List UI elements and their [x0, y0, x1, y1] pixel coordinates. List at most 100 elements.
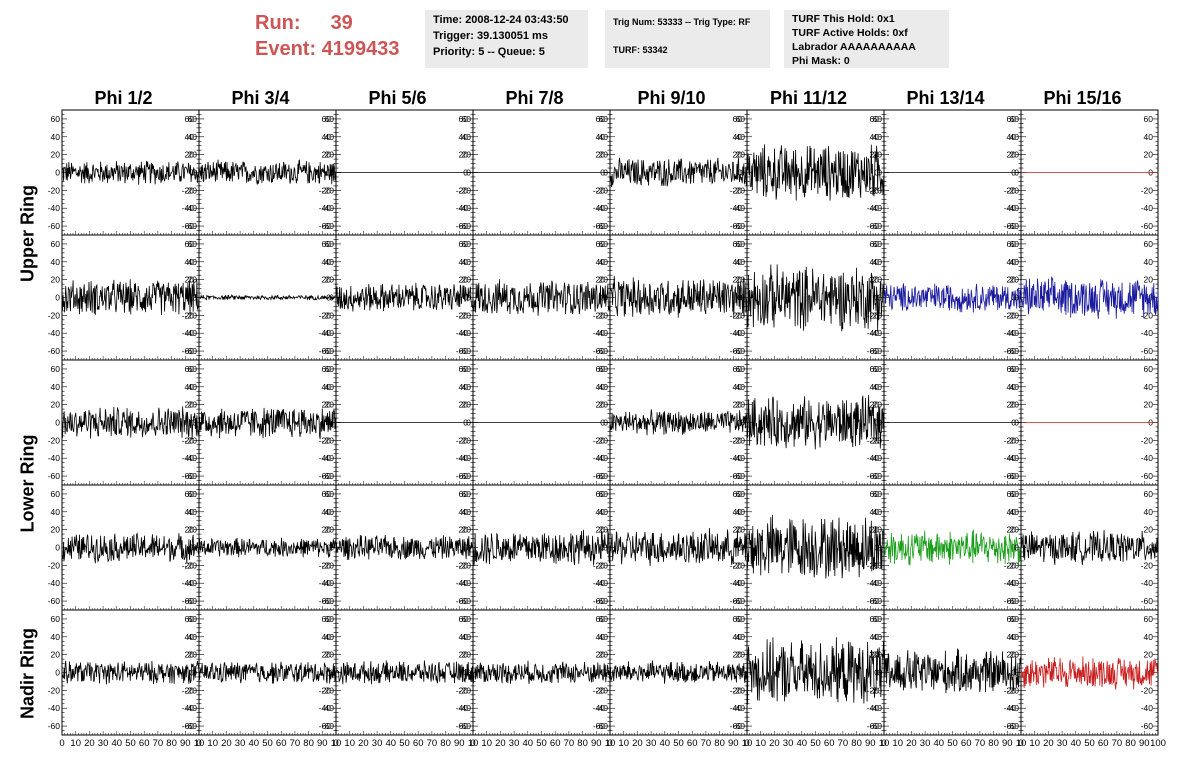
y-tick-label: 40: [1010, 257, 1020, 267]
y-tick-label: -40: [733, 703, 746, 713]
y-tick-label: 20: [873, 525, 883, 535]
y-tick-label: -20: [1007, 435, 1020, 445]
waveform-trace: [1020, 276, 1159, 319]
waveform-trace: [472, 660, 611, 685]
y-tick-label: 40: [51, 382, 61, 392]
y-tick-label: 60: [185, 364, 195, 374]
y-tick-label: -60: [596, 471, 609, 481]
y-tick-label: 20: [51, 650, 61, 660]
panel-r1-c1: -60 -60 -40 -40 -20 -20 0 0 20 20 40 40 60 60: [185, 234, 337, 361]
y-tick-label: 60: [599, 489, 609, 499]
y-tick-label: 40: [873, 382, 883, 392]
y-tick-label: -20: [867, 435, 880, 445]
y-tick-label: 20: [1010, 275, 1020, 285]
panel-r0-c4: -60 -60 -40 -40 -20 -20 0 0 20 20 40 40 60 60: [596, 109, 748, 236]
waveform-trace: [198, 294, 337, 301]
y-tick-label: 60: [1144, 239, 1154, 249]
y-tick-label: 20: [733, 650, 743, 660]
y-tick-label: 0: [463, 293, 468, 303]
y-tick-label: -60: [1007, 221, 1020, 231]
waveform-trace: [61, 532, 200, 564]
y-tick-label: 20: [51, 275, 61, 285]
y-tick-label: 60: [459, 239, 469, 249]
y-tick-label: 40: [596, 507, 606, 517]
y-tick-label: 20: [1010, 150, 1020, 160]
y-tick-label: -40: [48, 453, 61, 463]
y-tick-label: 40: [1007, 382, 1017, 392]
y-tick-label: -20: [182, 685, 195, 695]
y-tick-label: 0: [192, 543, 197, 553]
y-tick-label: -60: [593, 596, 606, 606]
y-tick-label: -20: [322, 435, 335, 445]
y-tick-label: -60: [730, 721, 743, 731]
y-tick-label: 20: [462, 650, 472, 660]
y-tick-label: 20: [322, 275, 332, 285]
y-tick-label: 0: [1014, 543, 1019, 553]
y-tick-label: 0: [740, 418, 745, 428]
y-tick-label: 20: [322, 650, 332, 660]
y-tick-label: -60: [1141, 346, 1154, 356]
y-tick-label: -40: [48, 203, 61, 213]
y-tick-label: 40: [1010, 507, 1020, 517]
y-tick-label: 20: [596, 525, 606, 535]
y-tick-label: 40: [322, 257, 332, 267]
y-tick-label: 20: [462, 275, 472, 285]
turf-this-hold: TURF This Hold: 0x1: [792, 13, 895, 25]
panel-r2-c5: -60 -60 -40 -40 -20 -20 0 0 20 20 40 40 60 60: [733, 359, 885, 486]
waveform-trace: [883, 529, 1022, 566]
y-tick-label: 0: [740, 543, 745, 553]
y-tick-label: -40: [459, 703, 472, 713]
y-tick-label: -60: [867, 721, 880, 731]
y-tick-label: -20: [456, 685, 469, 695]
panel-r4-c3: -60 -60 -40 -40 -20 -20 0 0 20 20 40 40 60 60: [459, 609, 611, 736]
y-tick-label: 60: [462, 364, 472, 374]
y-tick-label: -60: [319, 596, 332, 606]
y-tick-label: -20: [593, 685, 606, 695]
y-tick-label: -20: [730, 185, 743, 195]
y-tick-label: -60: [48, 721, 61, 731]
y-tick-label: -40: [870, 578, 883, 588]
y-tick-label: 60: [322, 114, 332, 124]
y-tick-label: -20: [322, 185, 335, 195]
y-tick-label: 40: [870, 632, 880, 642]
y-tick-label: -40: [319, 578, 332, 588]
y-tick-label: 0: [737, 168, 742, 178]
y-tick-label: -60: [1007, 471, 1020, 481]
y-tick-label: 60: [325, 364, 335, 374]
turf-info-box: TURF This Hold: 0x1 TURF Active Holds: 0…: [784, 10, 949, 68]
y-tick-label: -60: [459, 346, 472, 356]
y-tick-label: 0: [603, 668, 608, 678]
y-tick-label: 60: [462, 239, 472, 249]
y-tick-label: 20: [733, 525, 743, 535]
y-tick-label: -60: [730, 221, 743, 231]
y-tick-label: 60: [1144, 364, 1154, 374]
y-tick-label: 60: [322, 614, 332, 624]
y-tick-label: 40: [596, 132, 606, 142]
panel-r1-c6: -60 -60 -40 -40 -20 -20 0 0 20 20 40 40 60 60: [870, 234, 1022, 361]
y-tick-label: 0: [877, 668, 882, 678]
y-tick-label: -40: [182, 703, 195, 713]
y-tick-label: -20: [182, 435, 195, 445]
y-tick-label: 40: [459, 257, 469, 267]
y-tick-label: -40: [730, 328, 743, 338]
waveform-trace: [472, 529, 611, 566]
y-tick-label: -40: [733, 578, 746, 588]
y-tick-label: 20: [870, 150, 880, 160]
y-tick-label: 60: [1007, 489, 1017, 499]
y-tick-label: 20: [1007, 525, 1017, 535]
y-tick-label: 40: [870, 132, 880, 142]
waveform-trace: [746, 514, 885, 579]
y-tick-label: 40: [185, 257, 195, 267]
y-tick-label: 40: [733, 257, 743, 267]
y-tick-label: -60: [867, 221, 880, 231]
y-tick-label: 0: [1014, 293, 1019, 303]
y-tick-label: -60: [185, 346, 198, 356]
trig-info-box: Trig Num: 53333 -- Trig Type: RF TURF: 5…: [605, 10, 770, 68]
waveform-trace: [609, 527, 748, 566]
y-tick-label: -20: [185, 310, 198, 320]
y-tick-label: 0: [329, 168, 334, 178]
y-tick-label: -20: [730, 685, 743, 695]
y-tick-label: -40: [182, 453, 195, 463]
